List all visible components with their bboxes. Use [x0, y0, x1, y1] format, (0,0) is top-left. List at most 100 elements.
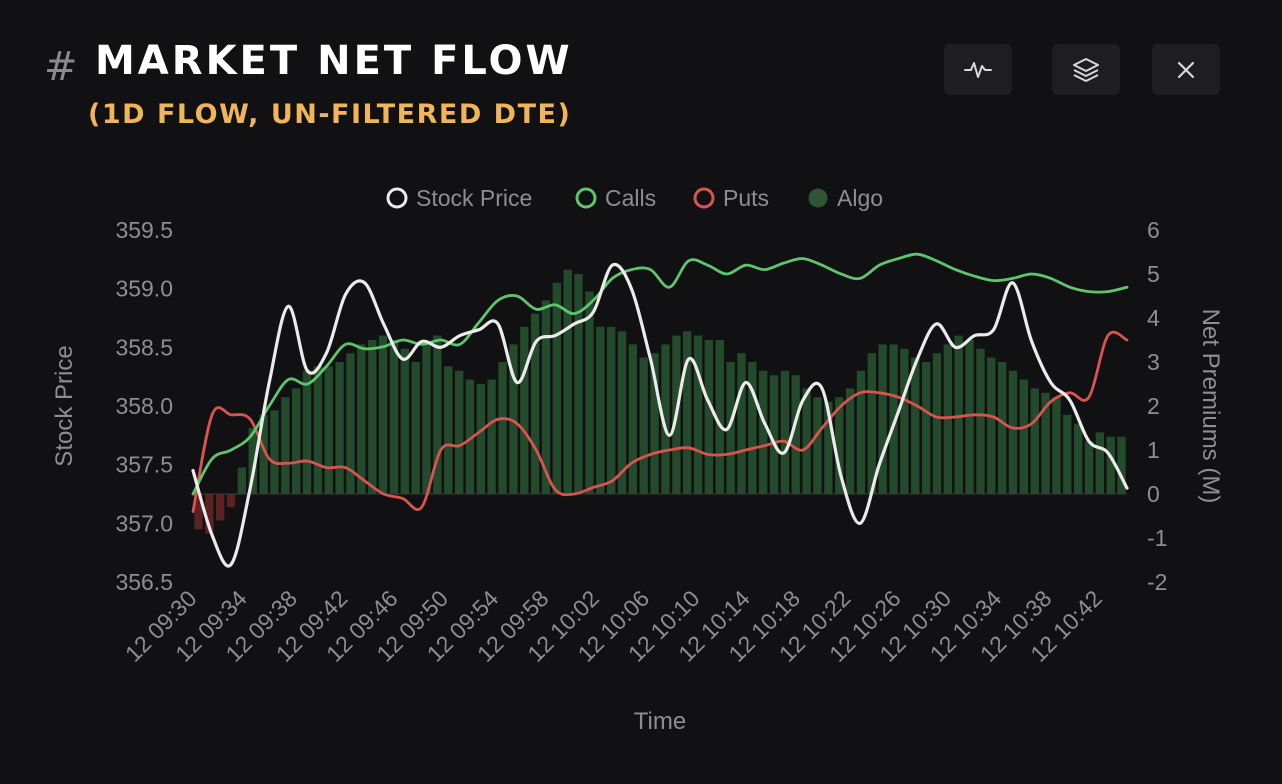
algo-bar [541, 300, 551, 494]
algo-bar [270, 410, 279, 494]
algo-bar [715, 340, 724, 494]
algo-bar [976, 348, 985, 494]
algo-bar [205, 494, 214, 534]
algo-bar [943, 344, 952, 494]
puts-line [191, 330, 1129, 513]
algo-bar [835, 397, 844, 494]
algo-bar [237, 467, 246, 494]
algo-bar [1095, 432, 1104, 494]
legend-swatch [808, 188, 828, 208]
algo-bar [813, 397, 822, 494]
algo-bar [194, 494, 203, 530]
algo-bar [693, 335, 703, 494]
algo-bar [574, 274, 583, 494]
algo-bar [661, 344, 670, 494]
algo-bar [987, 357, 996, 494]
algo-bar [737, 353, 746, 494]
page-subtitle: (1D FLOW, UN-FILTERED DTE) [88, 99, 572, 130]
algo-bar [216, 494, 225, 521]
algo-bar [498, 362, 507, 494]
algo-bar [932, 353, 942, 494]
y-right-axis-title: Net Premiums (M) [1197, 309, 1224, 504]
y-left-axis-title: Stock Price [51, 345, 78, 466]
algo-bar [433, 335, 442, 494]
algo-bar [1106, 436, 1115, 494]
algo-bar [585, 291, 594, 494]
y-left-tick-label: 359.0 [115, 276, 173, 302]
algo-bar [922, 362, 931, 494]
algo-bar [465, 379, 475, 494]
algo-bar [1084, 441, 1094, 494]
hash-icon: # [44, 44, 78, 90]
y-right-tick-label: 6 [1147, 217, 1160, 243]
layers-icon [1071, 56, 1101, 84]
algo-bar [476, 384, 485, 494]
algo-bar [292, 388, 301, 494]
legend-label: Algo [837, 185, 883, 211]
algo-bar [1063, 414, 1072, 494]
y-right-tick-label: 5 [1147, 261, 1160, 287]
algo-bar [378, 335, 388, 494]
algo-bar [856, 370, 866, 494]
y-right-tick-label: -2 [1147, 569, 1167, 595]
legend-swatch [386, 187, 408, 209]
close-button[interactable] [1152, 44, 1220, 95]
algo-bar [531, 313, 540, 494]
algo-bar [487, 379, 496, 494]
algo-bar [335, 362, 344, 494]
algo-bar [769, 375, 779, 494]
x-axis-title: Time [634, 708, 686, 735]
y-left-tick-label: 358.0 [115, 393, 173, 419]
algo-bar [248, 428, 257, 494]
algo-bar [704, 340, 713, 494]
algo-bar [965, 340, 974, 494]
algo-bar [639, 357, 648, 494]
algo-bar [520, 326, 529, 494]
pulse-icon [963, 58, 993, 82]
algo-bar [1030, 388, 1039, 494]
y-right-tick-label: 4 [1147, 305, 1160, 331]
algo-bar [368, 340, 377, 494]
algo-bar [400, 348, 409, 494]
y-left-tick-label: 357.5 [115, 452, 173, 478]
algo-bar [563, 269, 572, 494]
algo-bar [444, 366, 453, 494]
algo-bar [357, 344, 366, 494]
algo-bar [422, 344, 431, 494]
algo-bar [1041, 392, 1050, 494]
algo-bar [780, 370, 790, 494]
legend-swatch [693, 187, 715, 209]
algo-bar [650, 353, 659, 494]
algo-bar [1052, 397, 1061, 494]
algo-bar [302, 370, 312, 494]
algo-bar [867, 353, 876, 494]
y-right-tick-label: 2 [1147, 393, 1160, 419]
stock-price-line [191, 262, 1129, 568]
layers-button[interactable] [1052, 44, 1120, 95]
algo-bar [954, 335, 963, 494]
y-right-tick-label: 1 [1147, 437, 1160, 463]
algo-bar [346, 353, 355, 494]
pulse-chart-button[interactable] [944, 44, 1012, 95]
y-left-tick-label: 356.5 [115, 569, 173, 595]
y-left-tick-label: 357.0 [115, 510, 173, 536]
algo-bar [411, 362, 420, 494]
legend-label: Puts [723, 185, 769, 211]
algo-bar [259, 414, 268, 494]
y-right-tick-label: 3 [1147, 349, 1160, 375]
algo-bar [845, 388, 855, 494]
algo-bar [552, 282, 561, 494]
algo-bar [628, 344, 637, 494]
y-left-tick-label: 359.5 [115, 217, 173, 243]
algo-bar [455, 370, 464, 494]
y-left-tick-label: 358.5 [115, 334, 173, 360]
calls-line [191, 252, 1129, 496]
algo-bar [1019, 379, 1028, 494]
algo-bar [617, 331, 627, 494]
y-right-tick-label: 0 [1147, 481, 1160, 507]
y-right-tick-label: -1 [1147, 525, 1167, 551]
algo-bar [313, 366, 323, 494]
algo-bar [596, 326, 605, 494]
algo-bar [281, 397, 290, 494]
